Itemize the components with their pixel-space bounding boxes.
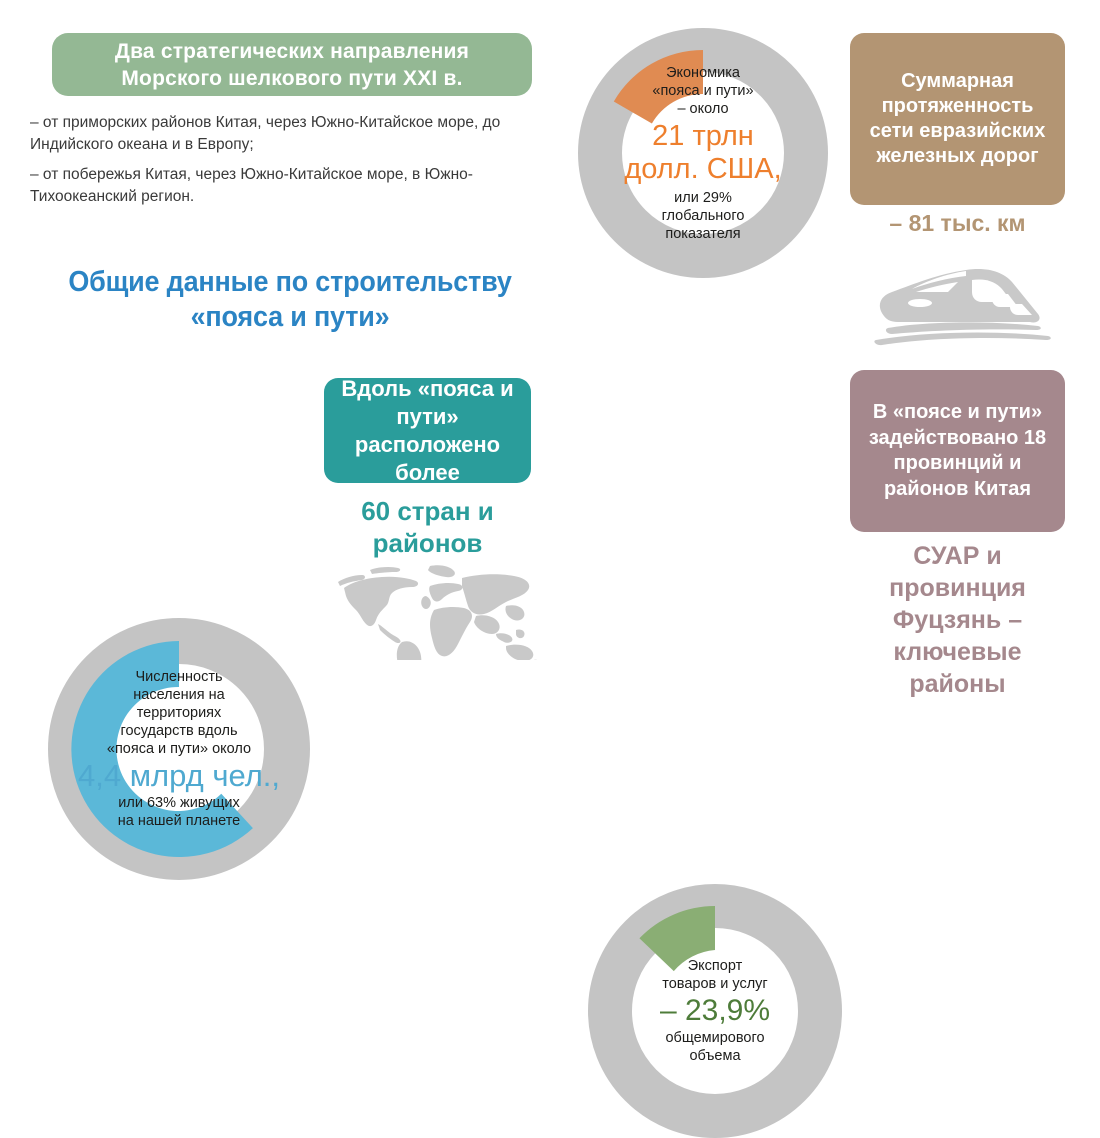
maritime-bullet-2: – от побережья Китая, через Южно-Китайск… [30,166,473,205]
export-label-line-2: товаров и услуг [662,976,768,992]
population-label-line-5: «пояса и пути» около [106,741,252,757]
railway-caption: – 81 тыс. км [889,210,1026,236]
railway-card: Суммарная протяженность сети евразийских… [850,33,1065,205]
maritime-header-text: Два стратегических направления Морского … [114,39,470,90]
population-label-line-3: территориях [136,705,222,721]
population-sub-line-2: на нашей планете [117,813,241,829]
export-donut-label: Экспорт товаров и услуг – 23,9% общемиро… [588,884,842,1138]
export-donut-chart: Экспорт товаров и услуг – 23,9% общемиро… [588,884,842,1138]
train-icon [862,258,1062,348]
population-donut-chart: Численность населения на территориях гос… [48,618,310,880]
provinces-card-text: В «поясе и пути» задействовано 18 провин… [868,401,1047,500]
population-label-line-1: Численность [135,669,223,685]
economy-label-line-2: «пояса и пути» [652,82,754,99]
provinces-card: В «поясе и пути» задействовано 18 провин… [850,370,1065,532]
economy-sub-line-1: или 29% [674,189,732,206]
page-title: Общие данные по строительству «пояса и п… [30,265,551,335]
population-label-line-4: государств вдоль [120,723,238,739]
economy-label-line-3: – около [677,100,729,117]
economy-value-line-2: долл. США, [624,152,782,185]
economy-donut-label: Экономика «пояса и пути» – около 21 трлн… [578,28,828,278]
page-title-line-1: Общие данные по строительству [68,266,512,298]
world-map-icon [326,560,546,693]
export-label-line-1: Экспорт [687,958,743,974]
population-value: 4,4 млрд чел., [78,758,281,793]
countries-caption-line-2: районов [372,528,483,558]
economy-sub-line-2: глобального [661,207,745,224]
export-sub-line-2: объема [689,1048,741,1064]
maritime-bullet-1: – от приморских районов Китая, через Южн… [30,114,501,153]
economy-label-line-1: Экономика [666,64,740,81]
export-sub-line-1: общемирового [665,1030,765,1046]
economy-donut-value-arc [613,50,703,124]
population-sub-line-1: или 63% живущих [118,795,240,811]
countries-card-text: Вдоль «пояса и пути» расположено более [341,375,514,485]
provinces-caption: СУАР и провинция Фуцзянь – ключевые райо… [889,542,1026,698]
railway-card-text: Суммарная протяженность сети евразийских… [869,70,1046,167]
maritime-header-card: Два стратегических направления Морского … [52,33,532,96]
population-label-line-2: населения на [133,687,225,703]
economy-value: 21 трлн [652,119,754,152]
countries-caption-line-1: 60 стран и [361,496,494,526]
economy-donut-chart: Экономика «пояса и пути» – около 21 трлн… [578,28,828,278]
countries-caption: 60 стран и районов [324,495,531,559]
page-title-line-2: «пояса и пути» [190,301,390,333]
maritime-bullets: – от приморских районов Китая, через Южн… [30,112,540,216]
economy-sub-line-3: показателя [665,225,741,242]
infographic-canvas: Два стратегических направления Морского … [30,28,1065,1138]
population-donut-label: Численность населения на территориях гос… [48,618,310,880]
export-value: – 23,9% [659,994,771,1027]
countries-card: Вдоль «пояса и пути» расположено более [324,376,531,485]
